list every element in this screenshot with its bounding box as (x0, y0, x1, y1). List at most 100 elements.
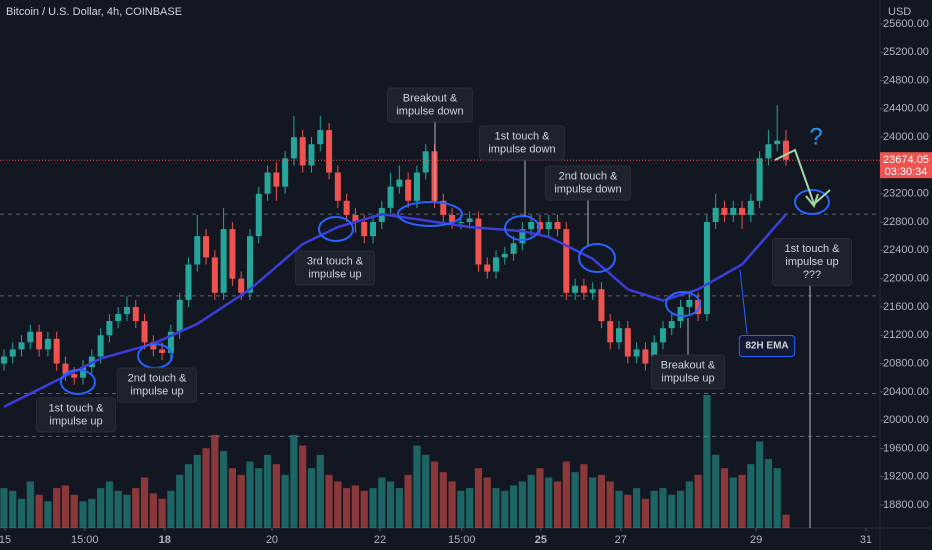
y-tick-label: 18800.00 (883, 499, 929, 511)
candle-body (115, 314, 122, 322)
volume-bar (334, 481, 342, 528)
candle-body (106, 321, 113, 336)
volume-bar (518, 481, 526, 528)
candle-body (510, 243, 517, 254)
candle-body (27, 331, 34, 343)
volume-bar (738, 474, 746, 528)
volume-bar (562, 461, 570, 528)
volume-bar (0, 488, 8, 528)
volume-bar (369, 488, 377, 528)
candle-body (361, 222, 368, 237)
candle-body (756, 158, 763, 201)
annotation-text: impulse up (130, 385, 183, 397)
candle-body (211, 257, 218, 293)
candle-body (765, 144, 772, 159)
volume-bar (53, 488, 61, 528)
annotation-box (387, 87, 473, 123)
volume-bar (650, 490, 658, 528)
candle-body (317, 130, 324, 145)
annotation-text: 1st touch & (494, 130, 550, 142)
candle-body (747, 200, 754, 215)
candle-body (203, 236, 210, 258)
candle-body (712, 207, 719, 223)
y-tick-label: 20400.00 (883, 386, 929, 398)
candle-body (44, 338, 51, 350)
volume-bar (589, 477, 597, 528)
annotation-box (651, 354, 725, 390)
volume-bar (571, 472, 579, 528)
highlight-ellipse (60, 369, 96, 395)
volume-bar (211, 434, 219, 528)
volume-bar (536, 468, 544, 528)
candle-body (475, 218, 482, 265)
candle-body (343, 200, 350, 215)
candle-body (413, 172, 420, 201)
candle-body (36, 331, 43, 350)
y-tick-label: 23200.00 (883, 188, 929, 200)
candle-body (633, 349, 640, 357)
countdown-label: 03:30:34 (885, 166, 928, 178)
volume-bar (685, 481, 693, 528)
candle-body (545, 222, 552, 230)
candle-body (589, 289, 596, 293)
volume-bar (624, 494, 632, 528)
y-tick-label: 25200.00 (883, 46, 929, 58)
volume-bar (668, 494, 676, 528)
volume-bar (756, 441, 764, 528)
highlight-ellipse (504, 215, 540, 241)
chart-title: Bitcoin / U.S. Dollar, 4h, COINBASE (6, 6, 182, 18)
x-tick-label: 15:00 (448, 534, 476, 546)
candle-body (62, 363, 69, 375)
volume-bar (386, 481, 395, 528)
x-tick-label: 29 (750, 534, 762, 546)
volume-bar (747, 464, 755, 528)
volume-bar (606, 481, 614, 528)
highlight-ellipse (397, 201, 463, 227)
annotation-text: impulse up (308, 268, 361, 280)
annotation-pointer (739, 269, 748, 335)
volume-bar (360, 490, 368, 528)
volume-bar (202, 448, 210, 528)
volume-bar (140, 477, 149, 528)
candle-body (387, 186, 394, 208)
y-tick-label: 20800.00 (883, 357, 929, 369)
highlight-ellipse (578, 243, 616, 273)
projection-arrowhead (805, 193, 819, 209)
candle-body (572, 285, 579, 293)
candle-body (352, 214, 359, 223)
volume-bar (167, 490, 175, 528)
y-tick-label: 24000.00 (883, 131, 929, 143)
question-mark: ? (809, 123, 822, 150)
volume-bar (633, 488, 641, 528)
annotation-box (772, 238, 852, 286)
projection-arrow (774, 148, 831, 206)
annotation-box (117, 367, 197, 403)
candle-body (229, 229, 236, 279)
candle-body (238, 278, 245, 293)
volume-bar (88, 498, 96, 528)
volume-bar (782, 514, 790, 528)
highlight-ellipse (794, 189, 830, 215)
candle-body (457, 222, 464, 224)
candle-body (71, 374, 78, 378)
annotation-box (295, 250, 375, 286)
annotation-text: Breakout & (403, 92, 458, 104)
candle-body (554, 222, 561, 230)
annotation-text: impulse down (554, 183, 621, 195)
volume-bar (97, 488, 105, 528)
candle-body (282, 158, 289, 187)
volume-bar (114, 490, 122, 528)
volume-bar (105, 481, 113, 528)
y-tick-label: 19200.00 (883, 471, 929, 483)
candle-body (721, 207, 728, 215)
candle-body (730, 207, 737, 215)
candle-body (255, 193, 262, 237)
x-tick-label: 18 (159, 534, 171, 546)
volume-bar (9, 490, 17, 528)
x-tick-label: 15 (0, 534, 11, 546)
candle-body (782, 140, 789, 160)
candle-body (651, 342, 658, 364)
annotation-text: 1st touch & (784, 243, 840, 255)
volume-bar (545, 477, 553, 528)
x-tick-label: 22 (374, 534, 386, 546)
